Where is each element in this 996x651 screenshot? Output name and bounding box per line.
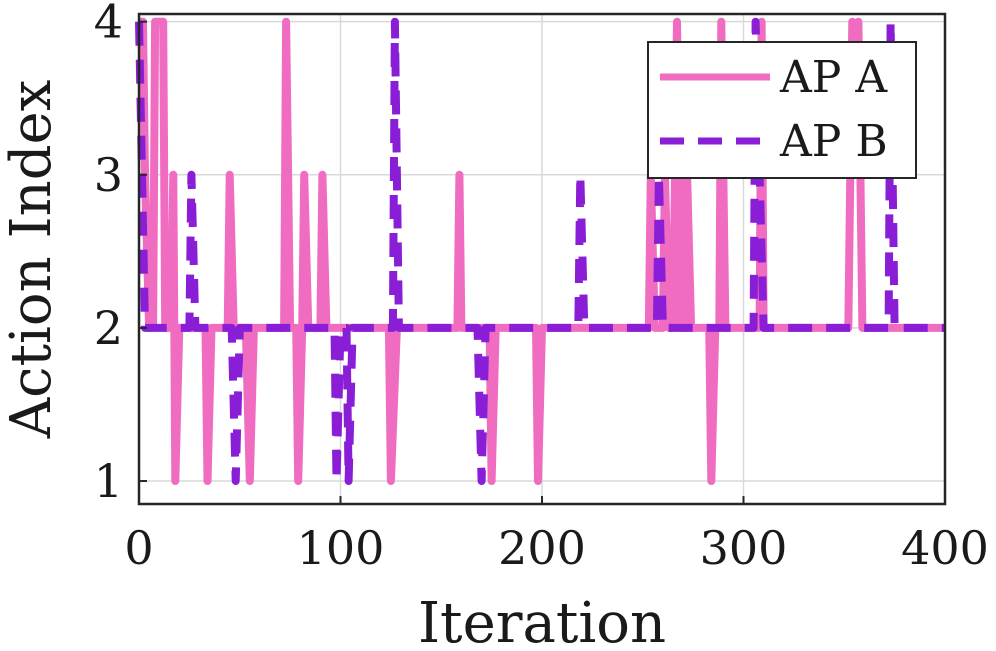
x-tick-labels: 0 100 200 300 400: [124, 521, 989, 575]
x-tick-label-400: 400: [901, 521, 989, 575]
y-tick-label-2: 2: [94, 301, 123, 355]
legend-label-ap-a: AP A: [779, 52, 888, 103]
x-tick-label-0: 0: [124, 521, 153, 575]
legend: AP A AP B: [647, 41, 917, 179]
ticks: [138, 20, 946, 504]
legend-label-ap-b: AP B: [779, 116, 888, 167]
x-axis-label: Iteration: [418, 591, 666, 651]
x-tick-label-300: 300: [700, 521, 788, 575]
y-tick-labels: 1 2 3 4: [94, 0, 123, 508]
x-tick-label-200: 200: [498, 521, 586, 575]
legend-box: [647, 41, 917, 179]
y-tick-label-3: 3: [94, 148, 123, 202]
x-tick-label-100: 100: [297, 521, 385, 575]
y-tick-label-1: 1: [94, 454, 123, 508]
y-tick-label-4: 4: [94, 0, 123, 49]
y-axis-label: Action Index: [0, 80, 64, 440]
